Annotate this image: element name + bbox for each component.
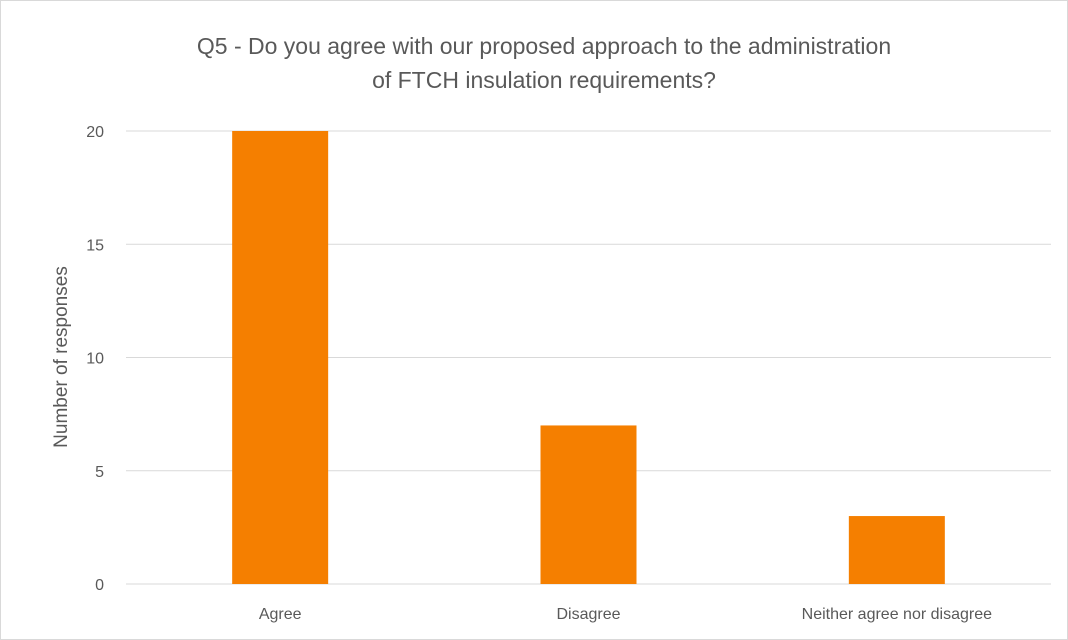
chart-title-line-2: of FTCH insulation requirements? <box>372 67 716 93</box>
y-tick-label: 10 <box>86 351 104 368</box>
y-tick-labels: 0 5 10 15 20 <box>86 124 104 594</box>
bar-agree <box>232 131 329 584</box>
bars <box>232 131 945 584</box>
y-axis-label: Number of responses <box>51 266 72 448</box>
y-tick-label: 0 <box>95 577 104 594</box>
y-tick-label: 20 <box>86 124 104 141</box>
x-tick-labels: Agree Disagree Neither agree nor disagree <box>259 606 992 623</box>
y-tick-label: 5 <box>95 464 104 481</box>
x-tick-label: Disagree <box>556 606 620 623</box>
bar-neither-agree-nor-disagree <box>848 516 945 584</box>
x-tick-label: Agree <box>259 606 302 623</box>
x-tick-label: Neither agree nor disagree <box>802 606 992 623</box>
bar-disagree <box>540 425 637 584</box>
chart-title-line-1: Q5 - Do you agree with our proposed appr… <box>197 33 891 59</box>
y-tick-label: 15 <box>86 237 104 254</box>
